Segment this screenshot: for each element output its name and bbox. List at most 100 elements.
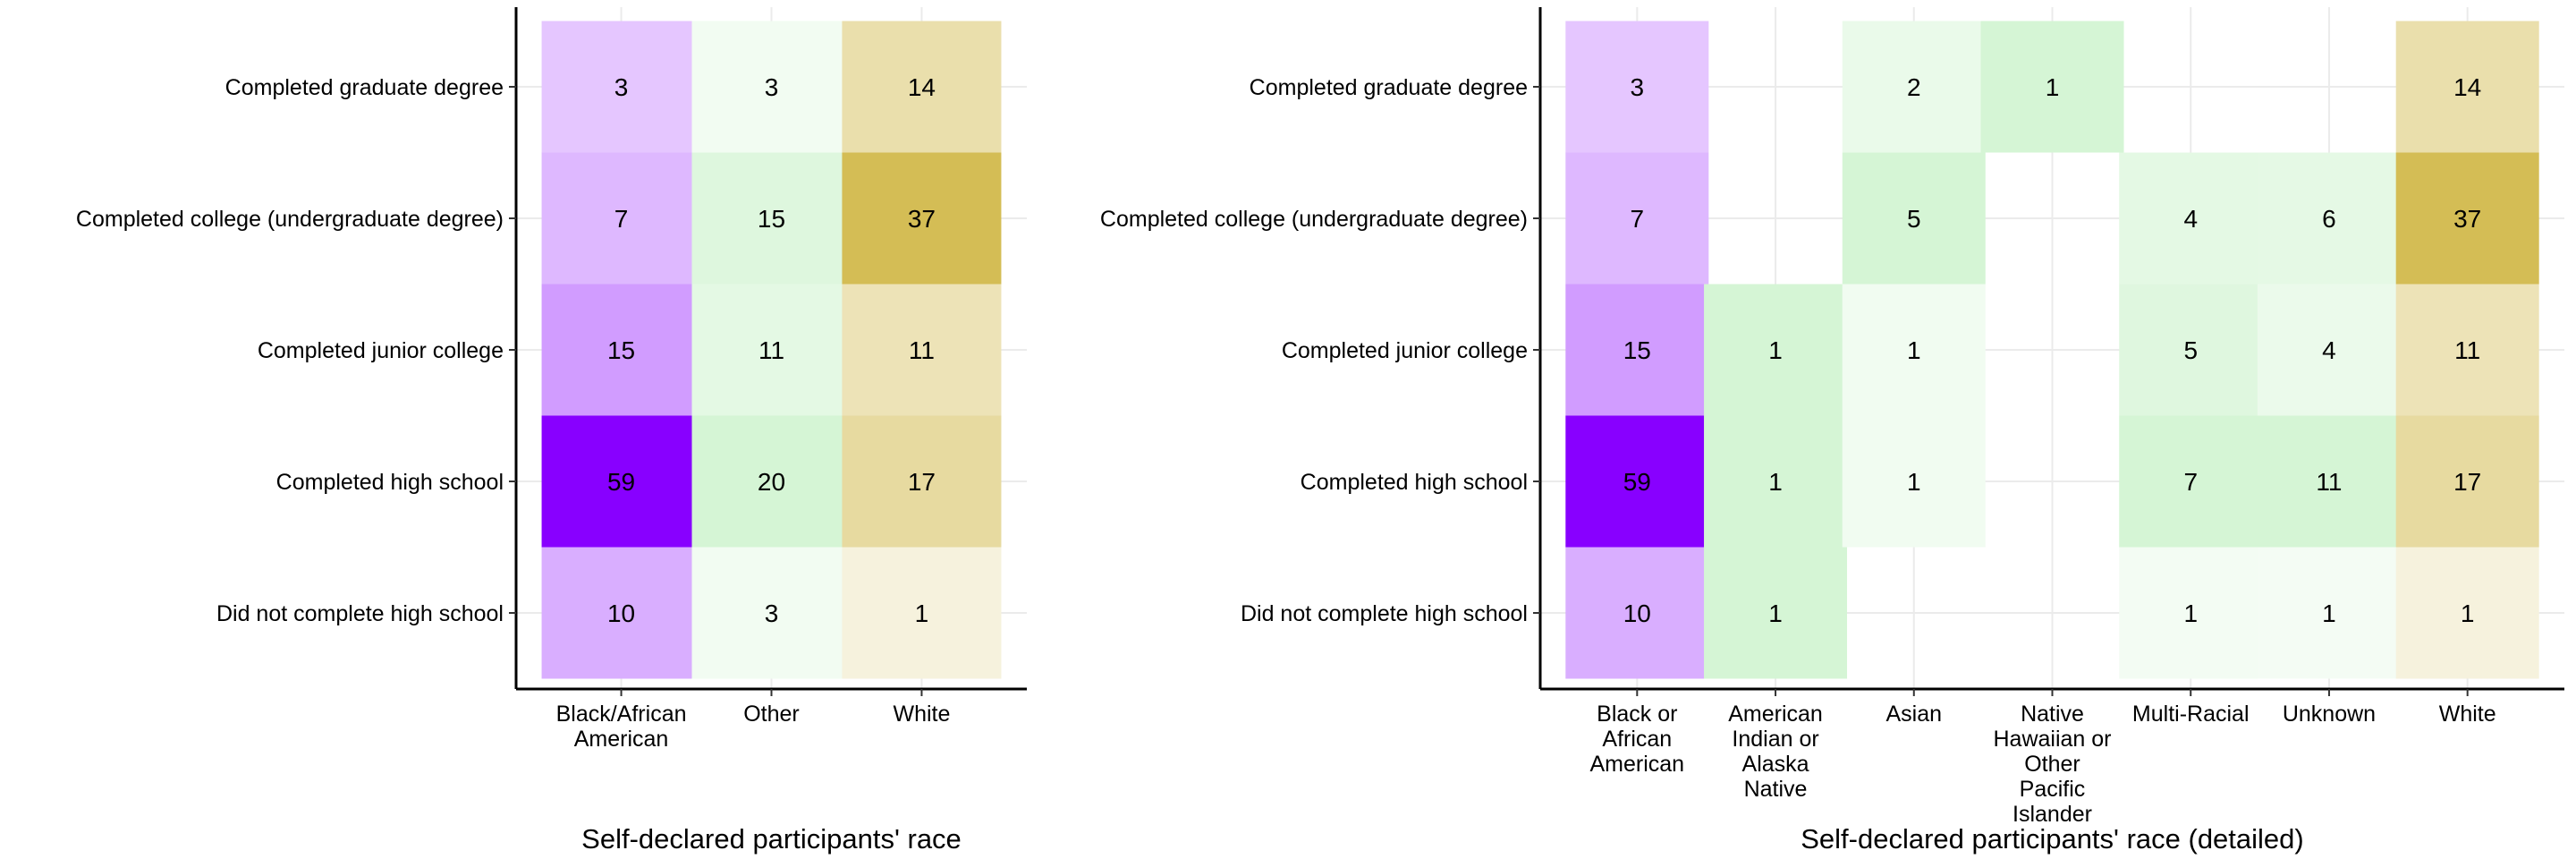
heatmap-cell [691, 415, 852, 548]
y-tick-label: Completed high school [1301, 470, 1528, 495]
x-tick-label: Other [743, 702, 800, 727]
heatmap-cell [541, 415, 701, 548]
cell-value-label: 11 [909, 336, 935, 364]
heatmap-cell [1842, 284, 1986, 416]
cell-value-label: 4 [2322, 336, 2336, 364]
heatmap-cell [842, 415, 1002, 548]
y-tick-label: Completed high school [276, 470, 504, 495]
heatmap-cell [2395, 547, 2539, 679]
cell-value-label: 15 [607, 336, 635, 364]
cell-value-label: 3 [614, 73, 629, 101]
cell-value-label: 1 [1768, 468, 1783, 496]
cell-value-label: 1 [2183, 600, 2198, 627]
cell-value-label: 1 [2461, 600, 2475, 627]
heatmap-panel-1: 3 3 14 7 15 37 15 11 11 59 20 17 10 3 1 Completed gradu… [76, 7, 1027, 855]
heatmap-cell [541, 152, 701, 285]
heatmap-cell [2119, 547, 2263, 679]
cell-value-label: 5 [2183, 336, 2198, 364]
heatmap-cell [2395, 152, 2539, 285]
x-tick-label: Native Hawaiian or Other Pacific Islander [1993, 702, 2111, 827]
cell-value-label: 1 [1768, 600, 1783, 627]
cell-value-label: 59 [1623, 468, 1651, 496]
heatmap-cell [1842, 152, 1986, 285]
x-tick-label: Black or African American [1590, 702, 1685, 777]
cell-value-label: 11 [758, 336, 784, 364]
cell-value-label: 5 [1907, 205, 1921, 233]
cell-value-label: 37 [2453, 205, 2481, 233]
cell-value-label: 1 [1768, 336, 1783, 364]
cell-value-label: 1 [2046, 73, 2060, 101]
heatmap-cell [2395, 284, 2539, 416]
cell-value-label: 10 [607, 600, 635, 627]
cell-value-label: 17 [2453, 468, 2481, 496]
heatmap-cell [541, 284, 701, 416]
heatmap-cell [691, 547, 852, 679]
cell-value-label: 1 [1907, 468, 1921, 496]
cell-value-label: 59 [607, 468, 635, 496]
y-tick-label: Did not complete high school [216, 601, 504, 626]
cell-value-label: 3 [765, 73, 779, 101]
y-tick-label: Completed junior college [1282, 338, 1528, 363]
cell-value-label: 3 [765, 600, 779, 627]
y-tick-label: Did not complete high school [1241, 601, 1528, 626]
cell-value-label: 37 [908, 205, 936, 233]
cell-value-label: 20 [758, 468, 785, 496]
cell-value-label: 7 [1631, 205, 1645, 233]
cell-value-label: 1 [915, 600, 929, 627]
heatmap-cell [842, 547, 1002, 679]
cell-value-label: 1 [2322, 600, 2336, 627]
heatmap-cell [842, 284, 1002, 416]
heatmap-cell [1565, 21, 1709, 153]
cell-value-label: 11 [2316, 468, 2342, 496]
x-tick-label: Multi-Racial [2132, 702, 2250, 727]
y-tick-label: Completed graduate degree [1250, 75, 1528, 100]
x-tick-label: Black/African American [556, 702, 687, 752]
cell-value-label: 14 [2453, 73, 2481, 101]
heatmap-cell [1704, 415, 1848, 548]
cell-value-label: 2 [1907, 73, 1921, 101]
heatmap-cell [2119, 152, 2263, 285]
cell-value-label: 15 [1623, 336, 1651, 364]
x-tick-label: American Indian or Alaska Native [1728, 702, 1823, 802]
heatmap-cell [2257, 152, 2401, 285]
x-tick-label: Asian [1885, 702, 1942, 727]
cell-value-label: 1 [1907, 336, 1921, 364]
heatmap-cells: 3 3 14 7 15 37 15 11 11 59 20 17 10 3 1 [541, 21, 1002, 679]
heatmap-cell [1565, 415, 1709, 548]
heatmap-cell [691, 21, 852, 153]
cell-value-label: 11 [2454, 336, 2480, 364]
heatmap-cell [1565, 284, 1709, 416]
heatmap-cell [541, 21, 701, 153]
cell-value-label: 4 [2183, 205, 2198, 233]
heatmap-cell [541, 547, 701, 679]
heatmap-cell [2257, 284, 2401, 416]
heatmap-cell [1704, 284, 1848, 416]
cell-value-label: 17 [908, 468, 936, 496]
heatmap-cell [691, 152, 852, 285]
heatmap-cell [842, 152, 1002, 285]
cell-value-label: 3 [1631, 73, 1645, 101]
cell-value-label: 7 [2183, 468, 2198, 496]
heatmap-cell [1704, 547, 1848, 679]
heatmap-cell [691, 284, 852, 416]
x-tick-label: White [893, 702, 950, 727]
y-tick-label: Completed college (undergraduate degree) [76, 207, 504, 232]
heatmap-cell [2119, 415, 2263, 548]
heatmap-cell [842, 21, 1002, 153]
heatmap-cell [1980, 21, 2124, 153]
cell-value-label: 14 [908, 73, 936, 101]
heatmap-cell [2395, 415, 2539, 548]
x-tick-label: Unknown [2283, 702, 2376, 727]
heatmap-cell [2119, 284, 2263, 416]
y-tick-label: Completed college (undergraduate degree) [1100, 207, 1528, 232]
y-tick-label: Completed graduate degree [225, 75, 504, 100]
y-tick-label: Completed junior college [258, 338, 504, 363]
cell-value-label: 15 [758, 205, 785, 233]
heatmap-cell [1565, 547, 1709, 679]
cell-value-label: 10 [1623, 600, 1651, 627]
cell-value-label: 7 [614, 205, 629, 233]
x-tick-label: White [2439, 702, 2496, 727]
cell-value-label: 6 [2322, 205, 2336, 233]
